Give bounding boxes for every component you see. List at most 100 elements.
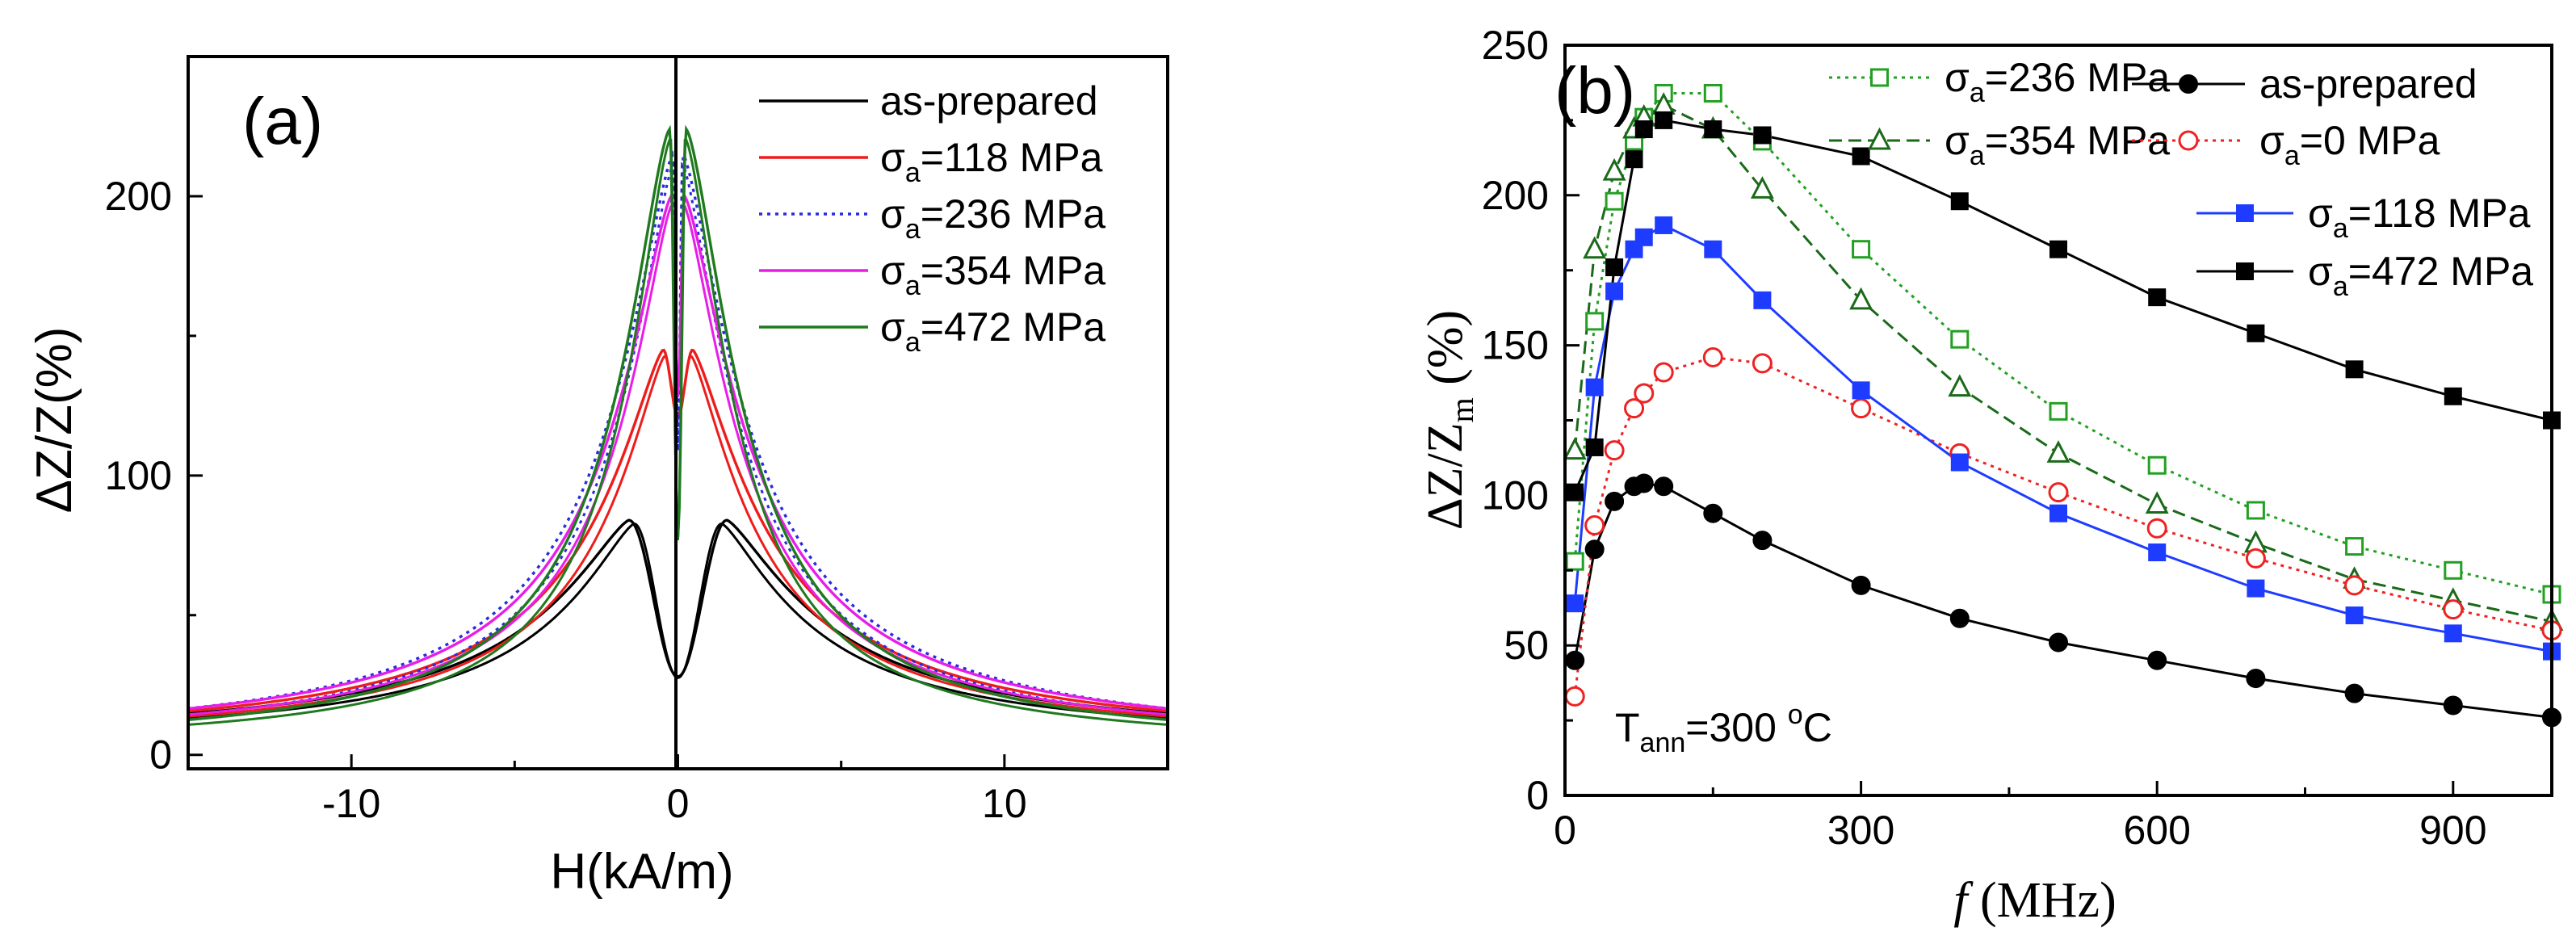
panel-b-point-s0 xyxy=(1564,686,1585,707)
legend-label-s0: σa=0 MPa xyxy=(2259,118,2440,171)
panel-a-x-axis-title: H(kA/m) xyxy=(550,844,733,900)
panel-a-series-layer xyxy=(187,124,1168,726)
legend-label-main: σ xyxy=(880,135,905,180)
panel-b-y-tick-label: 100 xyxy=(1482,472,1549,518)
legend-label-sub: a xyxy=(2284,141,2300,171)
legend-label-rest: =118 MPa xyxy=(921,135,1103,180)
panel-b-point-asp xyxy=(2344,683,2364,703)
legend-label-main: σ xyxy=(1945,118,1970,163)
panel-b-point-asp xyxy=(1851,575,1871,595)
panel-a-y-tick-label: 0 xyxy=(149,732,172,778)
panel-b-x-tick-label: 900 xyxy=(2419,808,2486,853)
panel-b-point-s236 xyxy=(1703,83,1722,103)
panel-b-point-s472 xyxy=(1625,150,1643,169)
panel-b-legend-marker-s118 xyxy=(2236,204,2254,222)
panel-b-point-s472 xyxy=(2345,360,2364,379)
panel-b-series-line-asp xyxy=(1573,481,2553,719)
panel-a-label: (a) xyxy=(242,85,323,158)
panel-b-point-s236 xyxy=(2246,501,2265,520)
panel-b-series-line-s354 xyxy=(1573,103,2553,623)
panel-a-series-branch-s472 xyxy=(187,139,1168,726)
legend-label-s236: σa=236 MPa xyxy=(1945,55,2170,108)
panel-b-point-s0 xyxy=(1851,398,1872,419)
panel-b-legend-marker-s236 xyxy=(1870,68,1889,87)
panel-b-point-s118 xyxy=(1585,378,1604,397)
panel-b-point-s236 xyxy=(1565,552,1584,571)
annotation-main: T xyxy=(1615,705,1640,750)
panel-b-y-tick-label: 50 xyxy=(1504,623,1549,668)
legend-label-sub: a xyxy=(905,214,921,245)
annotation-degree: o xyxy=(1788,699,1803,730)
panel-b-x-axis-unit: (MHz) xyxy=(1968,873,2117,928)
panel-b-legend-marker-s0 xyxy=(2178,130,2199,151)
panel-b-point-s354 xyxy=(2046,440,2070,463)
panel-a-y-axis-title: ΔZ/Z(%) xyxy=(27,327,82,514)
panel-b-point-s472 xyxy=(2148,288,2167,307)
panel-b-point-s472 xyxy=(2049,240,2067,258)
panel-b-series-line-s472 xyxy=(1573,119,2553,493)
panel-b-point-asp xyxy=(2049,632,2068,653)
panel-b-point-s236 xyxy=(2345,537,2364,556)
legend-label-main: σ xyxy=(880,191,905,237)
panel-a-x-tick-label: 0 xyxy=(667,781,690,826)
panel-b-y-axis-title: ΔZ/Zm (%) xyxy=(1418,310,1480,530)
panel-b-point-asp xyxy=(2443,695,2463,715)
panel-b-point-s354 xyxy=(1583,236,1607,259)
panel-a-series-branch-asp xyxy=(187,522,1168,720)
panel-a-x-tick-label: -10 xyxy=(322,781,380,826)
panel-b-point-s0 xyxy=(1653,362,1674,383)
panel-b-point-s354 xyxy=(2145,491,2169,514)
panel-b-legend-marker-s472 xyxy=(2236,262,2254,280)
legend-label-main: as-prepared xyxy=(2259,61,2477,107)
panel-b-point-s472 xyxy=(1634,120,1653,139)
panel-b-ticks: 0 300 600 900 0 50 100 150 200 250 xyxy=(1482,23,2487,853)
panel-b-point-s472 xyxy=(1655,111,1673,129)
panel-b-point-asp xyxy=(1703,503,1723,523)
panel-b-point-asp xyxy=(1584,539,1605,560)
panel-b-point-s118 xyxy=(2444,624,2462,643)
panel-b-point-s118 xyxy=(1605,282,1624,300)
panel-b-point-s354 xyxy=(1602,157,1626,181)
legend-label-s354: σa=354 MPa xyxy=(1945,118,2170,171)
panel-b-point-s236 xyxy=(1605,191,1624,211)
legend-label-sub: a xyxy=(905,327,921,358)
legend-label-rest: =118 MPa xyxy=(2348,191,2531,236)
panel-b-x-axis-title: f (MHz) xyxy=(1953,873,2116,928)
panel-b-point-s0 xyxy=(2146,518,2167,539)
annotation-value: =300 xyxy=(1685,705,1788,750)
legend-label-sub: a xyxy=(2333,271,2348,302)
panel-b-point-s118 xyxy=(2148,543,2167,562)
panel-b-label: (b) xyxy=(1554,54,1635,128)
panel-b-legend-marker-asp xyxy=(2179,74,2198,94)
legend-label-s118: σa=118 MPa xyxy=(880,135,1103,188)
panel-b-point-asp xyxy=(1565,650,1585,670)
panel-b-point-asp xyxy=(1605,491,1625,511)
panel-b-point-s472 xyxy=(1566,483,1584,501)
panel-a-series-branch-s236 xyxy=(187,162,1168,716)
panel-a-x-tick-label: 10 xyxy=(982,781,1027,826)
panel-b-point-asp xyxy=(1634,473,1654,493)
panel-b-chart: 0 300 600 900 0 50 100 150 200 250 (b) f (MHz) ΔZ… xyxy=(1418,23,2564,928)
legend-label-main: σ xyxy=(880,248,905,293)
panel-b-point-s354 xyxy=(1750,176,1774,199)
legend-label-main: σ xyxy=(2308,249,2333,294)
legend-label-main: σ xyxy=(1945,55,1970,100)
legend-label-rest: =354 MPa xyxy=(1985,118,2171,163)
panel-b-point-s118 xyxy=(1566,594,1584,613)
legend-label-asp: as-prepared xyxy=(880,78,1098,124)
legend-label-rest: =0 MPa xyxy=(2300,118,2440,163)
panel-a-series-line-s236 xyxy=(187,149,1168,711)
annotation-sub: ann xyxy=(1640,728,1686,758)
panel-b-point-s0 xyxy=(1634,383,1655,404)
panel-b-y-tick-label: 150 xyxy=(1482,323,1549,368)
panel-b-point-s118 xyxy=(1753,291,1772,309)
panel-b-x-tick-label: 0 xyxy=(1554,808,1576,853)
panel-b-point-s354 xyxy=(1948,374,1972,397)
panel-b-point-s118 xyxy=(1950,453,1969,472)
panel-b-annealing-annotation: Tann=300 oC xyxy=(1615,699,1832,758)
legend-label-sub: a xyxy=(1970,141,1985,171)
panel-b-point-asp xyxy=(1654,476,1674,497)
panel-b-point-s0 xyxy=(1584,515,1605,536)
